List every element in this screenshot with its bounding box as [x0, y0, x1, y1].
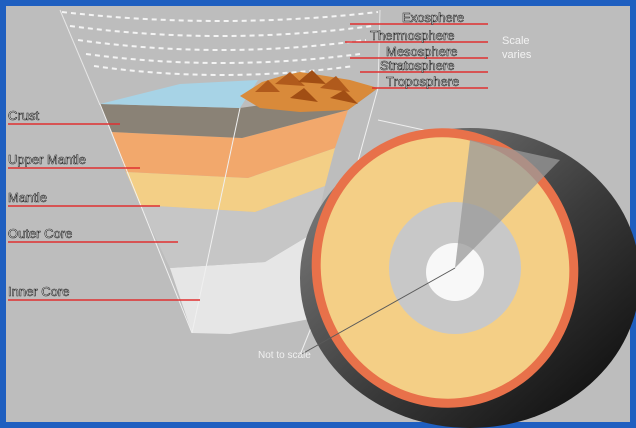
label-mantle: Mantle [8, 190, 47, 205]
earth-wedge [99, 70, 379, 334]
label-exosphere: Exosphere [402, 10, 464, 25]
scale-note-line-1: Scale [502, 35, 530, 47]
label-mesosphere: Mesosphere [386, 44, 458, 59]
ocean-surface [100, 80, 258, 108]
label-troposphere: Troposphere [386, 74, 459, 89]
label-stratosphere: Stratosphere [380, 58, 454, 73]
layer-inner-core [170, 232, 315, 334]
sphere-wedge-cut [455, 140, 560, 268]
earth-sphere [299, 128, 636, 428]
label-inner-core: Inner Core [8, 284, 69, 299]
label-upper-mantle: Upper Mantle [8, 152, 86, 167]
layer-upper-mantle [112, 110, 348, 178]
atmosphere-label-group: Exosphere Thermosphere Mesosphere Strato… [345, 10, 488, 89]
scale-note-line-2: varies [502, 49, 532, 61]
label-outer-core: Outer Core [8, 226, 72, 241]
sphere-inner-core [426, 243, 484, 301]
scale-note: Scale varies [502, 35, 532, 61]
mountain-range [240, 70, 378, 112]
layer-outer-core [140, 186, 325, 268]
not-to-scale-note: Not to scale [258, 350, 311, 361]
wedge-outline-top [59, 9, 381, 106]
atmosphere-bands [61, 11, 379, 76]
label-thermosphere: Thermosphere [370, 28, 455, 43]
layer-mantle [126, 148, 335, 212]
layer-label-group: Crust Upper Mantle Mantle Outer Core Inn… [8, 108, 200, 301]
label-crust: Crust [8, 108, 39, 123]
